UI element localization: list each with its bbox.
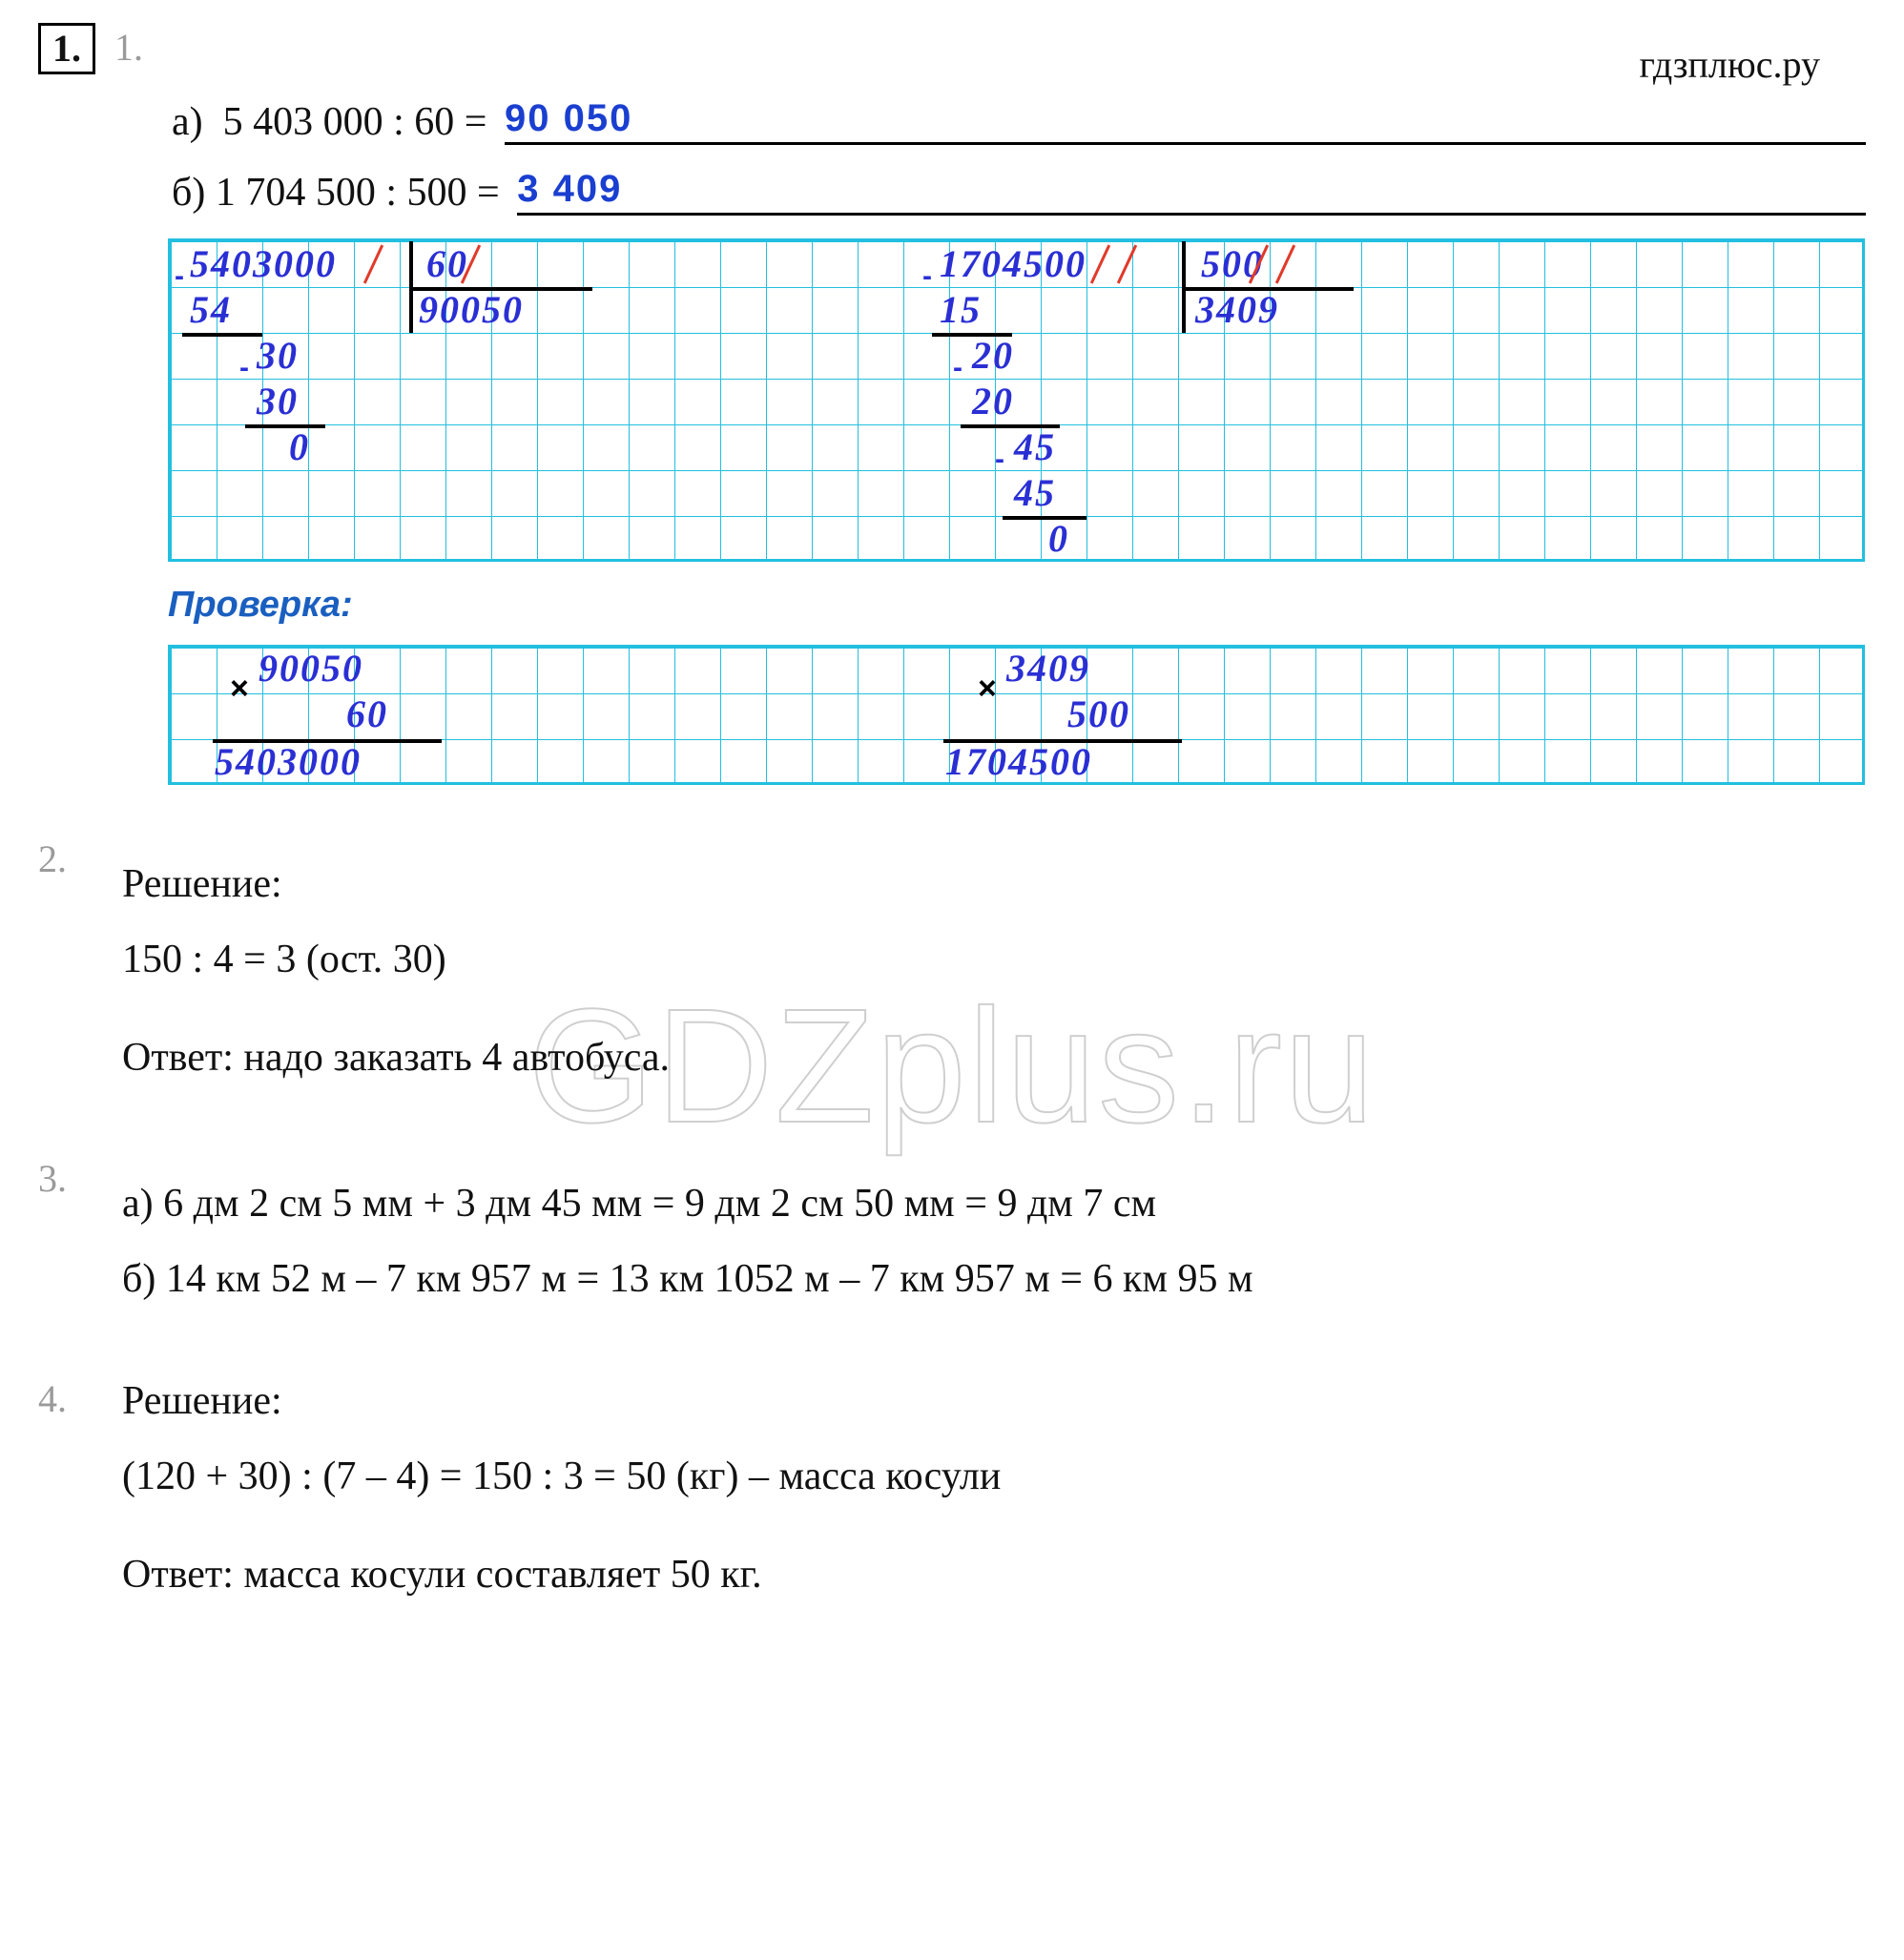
mult1-bottom: 60 [346,695,388,733]
problem-a-answer: 90 050 [505,97,1866,145]
multiply-sign: × [978,671,997,708]
check-label: Проверка: [168,585,1866,626]
multiply-sign: × [230,671,249,708]
strike-zero-icon [455,241,484,287]
div1-dividend: 5403000 [190,245,337,283]
div1-rem1a: 30 [257,337,299,375]
strike-zero-icon [358,241,386,287]
div2-rem2b: 20 [972,382,1014,421]
task-number-3: 3. [38,1152,122,1201]
problem-line-a: а) 5 403 000 : 60 = 90 050 [172,97,1866,145]
strike-zero-icon [1243,241,1272,287]
task2-solution-label: Решение: [122,856,670,914]
task-2: 2. Решение: 150 : 4 = 3 (ост. 30) Ответ:… [38,833,1866,1104]
task-4: 4. Решение: (120 + 30) : (7 – 4) = 150 :… [38,1372,1866,1621]
task-3: 3. а) 6 дм 2 см 5 мм + 3 дм 45 мм = 9 дм… [38,1152,1866,1326]
underline [182,333,262,337]
minus-sign: - [995,444,1004,476]
task3-line-b: б) 14 км 52 м – 7 км 957 м = 13 км 1052 … [122,1250,1253,1309]
page-number-box: 1. [38,23,95,74]
task4-solution: (120 + 30) : (7 – 4) = 150 : 3 = 50 (кг)… [122,1448,1001,1506]
mult2-product: 1704500 [945,743,1092,781]
task-number-2: 2. [38,833,122,881]
mult2-top: 3409 [1006,650,1090,688]
problem-b-answer: 3 409 [517,168,1866,216]
strike-zero-icon [1270,241,1298,287]
div2-rem3c: 0 [1048,520,1069,558]
task-number-4: 4. [38,1372,122,1421]
minus-sign: - [239,352,249,384]
site-label: гдзплюс.ру [1639,42,1820,87]
mult1-product: 5403000 [215,743,362,781]
div2-rem2a: 20 [972,337,1014,375]
problem-a-lhs: а) 5 403 000 : 60 = [172,99,497,145]
div2-rem3a: 45 [1014,428,1056,466]
strike-zero-icon [1085,241,1113,287]
div1-quotient: 90050 [419,291,524,329]
task2-answer: Ответ: надо заказать 4 автобуса. [122,1029,670,1087]
div2-sub1: 15 [940,291,982,329]
div1-rem1c: 0 [289,428,310,466]
task4-answer: Ответ: масса косули составляет 50 кг. [122,1546,1001,1604]
problem-b-lhs: б) 1 704 500 : 500 = [172,170,509,216]
div2-rem3b: 45 [1014,474,1056,512]
div1-rem1b: 30 [257,382,299,421]
div1-sub1: 54 [190,291,232,329]
task2-solution: 150 : 4 = 3 (ост. 30) [122,931,670,989]
grid-long-division: - 5403000 60 90050 54 - 30 30 0 - 170450… [168,238,1865,562]
mult2-bottom: 500 [1067,695,1130,733]
page-header: 1. 1. гдзплюс.ру [38,23,1866,74]
task-number-1: 1. [114,25,143,70]
task-1: а) 5 403 000 : 60 = 90 050 б) 1 704 500 … [38,97,1866,785]
underline [245,424,325,428]
problem-line-b: б) 1 704 500 : 500 = 3 409 [172,168,1866,216]
task3-line-a: а) 6 дм 2 см 5 мм + 3 дм 45 мм = 9 дм 2 … [122,1175,1253,1233]
strike-zero-icon [1111,241,1140,287]
underline [1003,516,1087,520]
task4-solution-label: Решение: [122,1372,1001,1431]
mult1-top: 90050 [259,650,363,688]
grid-verification: × 90050 60 5403000 × 3409 500 1704500 [168,645,1865,785]
minus-sign: - [175,260,184,293]
minus-sign: - [953,352,962,384]
div2-quotient: 3409 [1195,291,1279,329]
minus-sign: - [922,260,932,293]
div2-dividend: 1704500 [940,245,1087,283]
